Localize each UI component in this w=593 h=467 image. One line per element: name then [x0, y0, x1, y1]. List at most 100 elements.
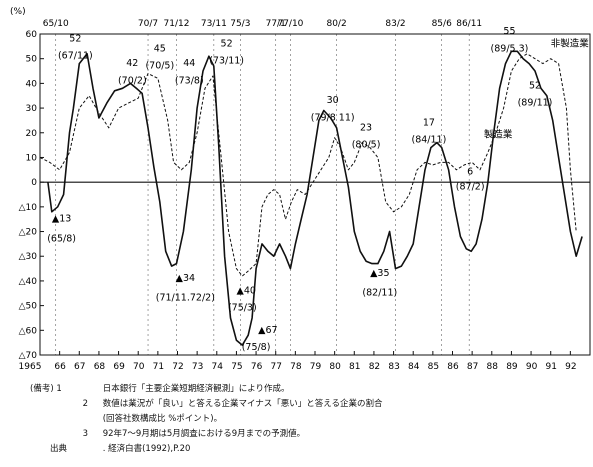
peak-annotation: (87/2): [456, 182, 485, 193]
y-tick-label: 10: [26, 153, 38, 163]
trough-annotation: (75/8): [242, 342, 271, 353]
x-tick-label: 68: [94, 362, 106, 372]
peak-annotation: 55: [503, 26, 515, 37]
peak-annotation: 42: [126, 58, 138, 69]
peak-annotation: (84/11): [412, 135, 447, 146]
series-label: 製造業: [484, 129, 513, 141]
reference-date-label: 83/2: [385, 19, 405, 29]
note-label: 3: [82, 429, 88, 439]
peak-annotation: (89/11): [518, 98, 553, 109]
x-tick-label: 79: [310, 362, 322, 372]
notes-block: (備考) 1 日本銀行「主要企業短期経済観測」により作成。 2 数値は業況が「良…: [30, 382, 383, 457]
y-tick-label: 40: [26, 79, 38, 89]
y-tick-label: 30: [26, 104, 38, 114]
peak-annotation: 52: [529, 80, 541, 91]
x-tick-label: 66: [54, 362, 66, 372]
trough-annotation: (75/3): [228, 303, 257, 314]
note-row: (備考) 1 日本銀行「主要企業短期経済観測」により作成。: [30, 382, 383, 397]
x-tick-label: 78: [290, 362, 302, 372]
y-tick-label: △20: [19, 228, 38, 238]
x-tick-label: 72: [172, 362, 183, 372]
x-tick-label: 74: [212, 362, 224, 372]
peak-annotation: (89/5 3): [491, 43, 529, 54]
x-tick-label: 89: [506, 362, 518, 372]
y-tick-label: △60: [19, 326, 38, 336]
x-tick-label: 92: [565, 362, 576, 372]
x-tick-label: 85: [428, 362, 439, 372]
manufacturing-line: [47, 50, 583, 346]
x-tick-label: 87: [467, 362, 478, 372]
trough-annotation: ▲13: [52, 214, 71, 225]
note-label: (備考) 1: [30, 384, 62, 394]
note-text: . 経済白書(1992),P.20: [102, 444, 191, 454]
peak-annotation: (70/5): [145, 61, 174, 72]
x-tick-label: 81: [349, 362, 360, 372]
x-tick-label: 77: [270, 362, 281, 372]
series-label: 非製造業: [551, 37, 590, 49]
x-tick-label: 67: [74, 362, 85, 372]
note-row: (回答社数構成比 %ポイント)。: [30, 412, 383, 427]
x-tick-label: 83: [388, 362, 399, 372]
x-tick-label: 69: [113, 362, 125, 372]
note-text: 日本銀行「主要企業短期経済観測」により作成。: [102, 384, 290, 394]
note-text: 92年7～9月期は5月調査における9月までの予測値。: [102, 429, 306, 439]
trough-annotation: (65/8): [47, 233, 76, 244]
x-tick-label: 1965: [19, 362, 42, 372]
trough-annotation: ▲40: [237, 285, 256, 296]
trough-annotation: ▲35: [370, 268, 389, 279]
reference-date-label: 65/10: [43, 19, 69, 29]
reference-date-label: 85/6: [432, 19, 452, 29]
peak-annotation: 52: [69, 33, 81, 44]
peak-annotation: (80/5): [352, 140, 381, 151]
peak-annotation: (73/8): [175, 75, 204, 86]
note-row: 出典 . 経済白書(1992),P.20: [30, 442, 383, 457]
x-tick-label: 80: [329, 362, 341, 372]
reference-date-label: 86/11: [456, 19, 482, 29]
x-tick-label: 71: [153, 362, 164, 372]
y-tick-label: 50: [26, 55, 38, 65]
peak-annotation: 30: [327, 95, 339, 106]
note-row: 3 92年7～9月期は5月調査における9月までの予測値。: [30, 427, 383, 442]
peak-annotation: 6: [467, 167, 473, 178]
trough-annotation: ▲67: [258, 325, 277, 336]
note-label: 2: [82, 399, 88, 409]
reference-date-label: 80/2: [326, 19, 346, 29]
peak-annotation: 45: [154, 43, 166, 54]
peak-annotation: (79/8 11): [311, 112, 355, 123]
x-tick-label: 88: [487, 362, 499, 372]
x-tick-label: 91: [545, 362, 556, 372]
y-axis-unit: (%): [10, 7, 26, 17]
reference-date-label: 77/1: [266, 19, 286, 29]
reference-date-label: 71/12: [164, 19, 190, 29]
non-manufacturing-line: [39, 53, 577, 277]
trough-annotation: (71/11.72/2): [156, 293, 215, 304]
trough-annotation: ▲34: [176, 273, 195, 284]
peak-annotation: 23: [360, 122, 372, 133]
note-text: (回答社数構成比 %ポイント)。: [102, 414, 223, 424]
y-tick-label: 20: [26, 129, 38, 139]
trough-annotation: (82/11): [362, 288, 397, 299]
reference-date-label: 77/10: [277, 19, 303, 29]
x-tick-label: 70: [133, 362, 145, 372]
y-tick-label: 60: [26, 30, 38, 40]
peak-annotation: 52: [221, 38, 233, 49]
peak-annotation: (70/2): [118, 75, 147, 86]
note-text: 数値は業況が「良い」と答える企業マイナス「悪い」と答える企業の割合: [102, 399, 383, 409]
y-tick-label: △70: [19, 351, 38, 361]
y-tick-label: △50: [19, 302, 38, 312]
note-label: 出典: [50, 444, 68, 454]
x-tick-label: 76: [251, 362, 263, 372]
x-tick-label: 84: [408, 362, 420, 372]
peak-annotation: 17: [423, 117, 435, 128]
y-tick-label: △10: [19, 203, 38, 213]
x-tick-label: 75: [231, 362, 242, 372]
x-tick-label: 86: [447, 362, 459, 372]
y-tick-label: △30: [19, 252, 38, 262]
note-row: 2 数値は業況が「良い」と答える企業マイナス「悪い」と答える企業の割合: [30, 397, 383, 412]
reference-date-label: 73/11: [201, 19, 227, 29]
peak-annotation: 44: [183, 58, 195, 69]
y-tick-label: 0: [31, 178, 37, 188]
reference-date-label: 70/7: [138, 19, 158, 29]
